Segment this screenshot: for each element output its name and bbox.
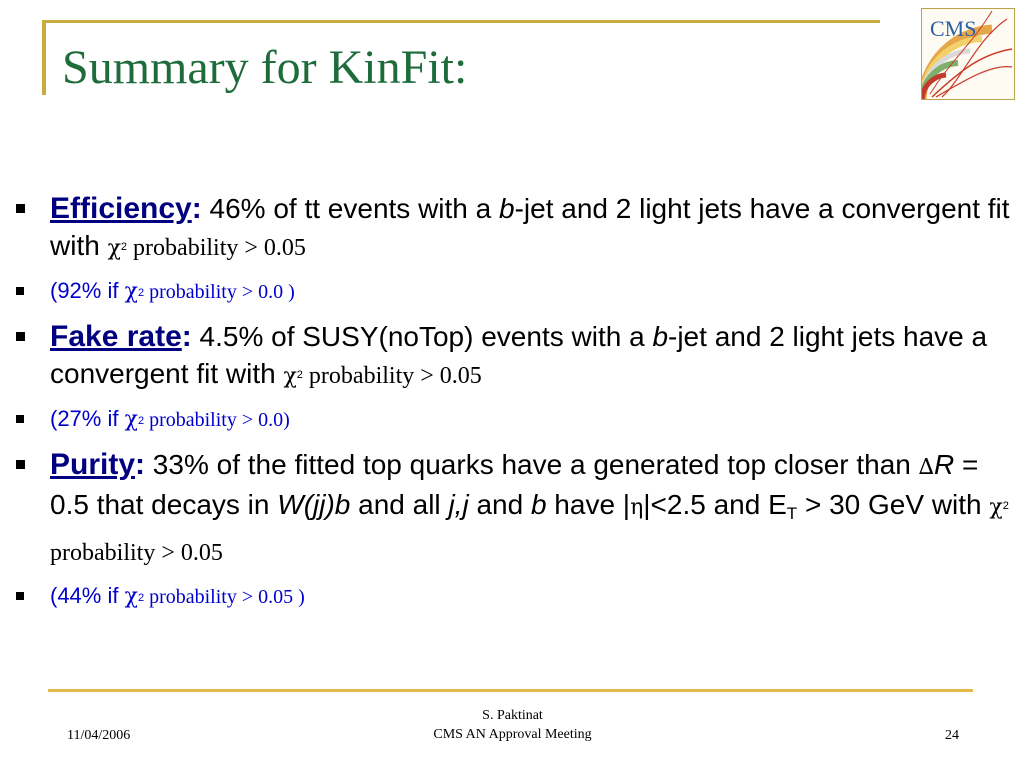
sub-bullet-text: probability > 0.0 ) [144,281,295,303]
bullet-text: and [468,489,531,520]
chi-symbol: χ [283,364,297,389]
bullet-efficiency: Efficiency: 46% of tt events with a b-je… [12,190,1012,267]
italic-b: b [652,321,669,352]
slide-frame-horizontal [42,20,880,23]
bullet-text: and all [350,489,449,520]
slide-title: Summary for KinFit: [62,41,468,94]
delta-symbol: ∆ [918,455,935,480]
subscript-t: T [786,504,798,523]
italic-wjjb: W(jj)b [277,489,351,520]
keyword-colon: : [181,320,192,353]
bullet-purity: Purity: 33% of the fitted top quarks hav… [12,446,1012,572]
footer-meeting: CMS AN Approval Meeting [433,727,592,742]
cms-logo-graphic [922,9,1014,99]
bullet-text: probability > 0.05 [50,540,223,566]
square-bullet-icon [16,592,24,600]
bullet-text: have | [546,489,631,520]
bullet-text: 46% of tt events with a [201,193,500,224]
cms-logo-text: CMS [930,16,977,41]
bullet-text: -jet and 2 light jets have a convergent … [50,321,988,389]
slide-frame-vertical [42,20,46,95]
sub-bullet-text: (92% if [50,278,125,303]
sub-bullet-text: (44% if [50,583,125,608]
chi-symbol: χ [107,236,121,261]
footer-divider [48,689,973,692]
superscript: 2 [137,415,145,427]
footer-author: S. Paktinat [482,708,543,723]
keyword-efficiency: Efficiency [50,192,192,225]
sub-bullet-text: probability > 0.05 ) [144,586,305,608]
bullet-text: = 0.5 that decays in [50,449,979,520]
sub-bullet-text: (27% if [50,406,125,431]
square-bullet-icon [16,204,25,213]
square-bullet-icon [16,287,24,295]
bullet-fake-rate: Fake rate: 4.5% of SUSY(noTop) events wi… [12,318,1012,395]
superscript: 2 [137,592,145,604]
bullet-text: probability > 0.05 [127,235,306,261]
bullet-text: 4.5% of SUSY(noTop) events with a [191,321,653,352]
chi-symbol: χ [989,495,1003,520]
bullet-text: probability > 0.05 [302,363,482,389]
keyword-colon: : [135,448,146,481]
sub-bullet-text: probability > 0.0) [144,409,290,431]
square-bullet-icon [16,415,24,423]
eta-symbol: η [630,495,644,520]
chi-symbol: χ [124,584,138,609]
chi-symbol: χ [124,279,138,304]
italic-b: b [530,489,547,520]
footer-date: 11/04/2006 [67,728,131,743]
bullet-text: -jet and 2 light jets have a convergent … [50,193,1010,261]
sub-bullet-purity: (44% if χ2 probability > 0.05 ) [12,581,1012,612]
italic-r: R [934,449,955,480]
square-bullet-icon [16,460,25,469]
superscript: 2 [1002,500,1009,512]
bullet-text: 33% of the fitted top quarks have a gene… [145,449,919,480]
chi-symbol: χ [124,407,138,432]
bullet-text: > 30 GeV with [797,489,990,520]
slide-body: Efficiency: 46% of tt events with a b-je… [12,190,1012,623]
superscript: 2 [296,369,303,381]
sub-bullet-fake-rate: (27% if χ2 probability > 0.0) [12,404,1012,435]
cms-logo: CMS [921,8,1015,100]
keyword-colon: : [191,192,202,225]
square-bullet-icon [16,332,25,341]
superscript: 2 [120,241,128,253]
footer-center: S. Paktinat CMS AN Approval Meeting [400,706,625,744]
keyword-purity: Purity [50,448,136,481]
footer-page-number: 24 [945,728,959,743]
superscript: 2 [137,287,145,299]
sub-bullet-efficiency: (92% if χ2 probability > 0.0 ) [12,276,1012,307]
keyword-fake-rate: Fake rate [50,320,182,353]
italic-b: b [499,193,515,224]
italic-jj: j,j [448,489,469,520]
bullet-text: |<2.5 and E [643,489,787,520]
